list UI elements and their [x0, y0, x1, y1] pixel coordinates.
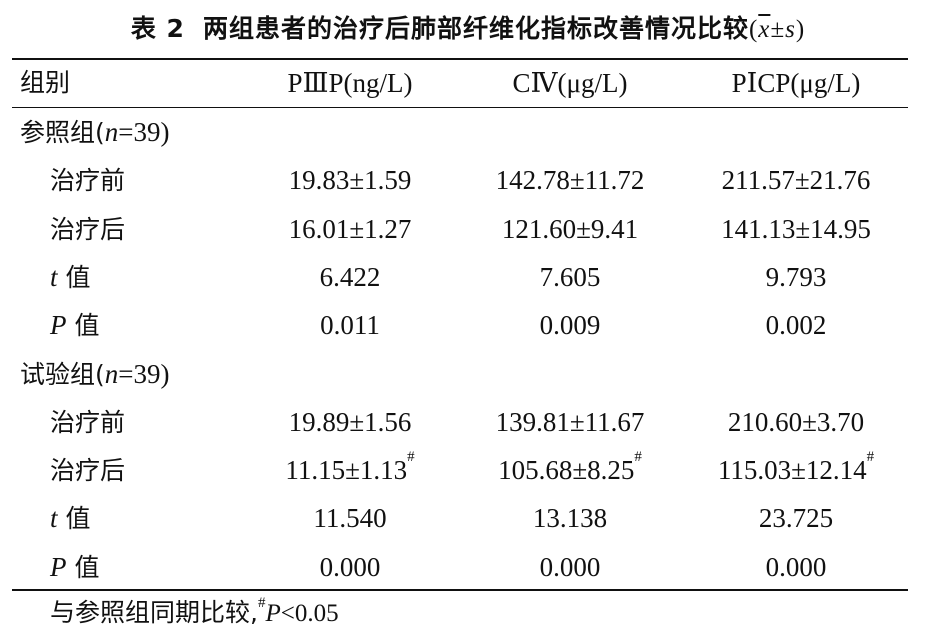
row-label: 治疗前	[50, 407, 126, 437]
table-caption: 表 2 两组患者的治疗后肺部纤维化指标改善情况比较(x±s)	[0, 14, 936, 45]
value-cell: 121.60±9.41	[501, 213, 639, 244]
value-cell: 105.68±8.25#	[498, 449, 642, 486]
group-row: 试验组(n=39)	[0, 350, 936, 398]
table-title: 两组患者的治疗后肺部纤维化指标改善情况比较	[202, 14, 749, 43]
significance-mark: #	[634, 449, 642, 466]
header-p3p: PⅢP(ng/L)	[287, 68, 413, 98]
value-cell: 0.000	[765, 551, 827, 582]
group-name: 参照组(n=39)	[20, 117, 170, 147]
table-number: 表 2	[130, 14, 185, 43]
value-cell: 0.011	[320, 310, 380, 341]
value-cell: 142.78±11.72	[495, 165, 645, 196]
row-label: 治疗后	[50, 456, 126, 486]
value-cell: 23.725	[758, 503, 834, 534]
significance-mark: #	[866, 449, 875, 466]
table-row: 治疗前 19.83±1.59 142.78±11.72 211.57±21.76	[0, 156, 936, 204]
value-cell: 9.793	[765, 261, 827, 292]
table-row: 治疗后 11.15±1.13# 105.68±8.25# 115.03±12.14#	[0, 446, 936, 494]
group-name: 试验组(n=39)	[20, 358, 170, 389]
bottom-rule	[12, 589, 908, 591]
value-cell: 210.60±3.70	[727, 406, 865, 437]
row-label: 治疗后	[50, 214, 126, 244]
header-c4: CⅣ(μg/L)	[512, 68, 628, 98]
value-cell: 16.01±1.27	[288, 213, 412, 244]
table-row: 治疗后 16.01±1.27 121.60±9.41 141.13±14.95	[0, 205, 936, 253]
value-cell: 115.03±12.14#	[717, 449, 875, 486]
value-cell: 6.422	[319, 261, 381, 292]
value-cell: 7.605	[539, 261, 601, 292]
group-row: 参照组(n=39)	[0, 108, 936, 156]
value-cell: 0.009	[539, 310, 601, 341]
value-cell: 0.000	[319, 551, 381, 582]
value-cell: 11.15±1.13#	[285, 449, 415, 486]
value-cell: 0.000	[539, 551, 601, 582]
row-label: t 值	[50, 503, 91, 534]
table-row: t 值 11.540 13.138 23.725	[0, 494, 936, 542]
top-rule	[12, 58, 908, 60]
footnote: 与参照组同期比较,#P<0.05	[50, 595, 339, 627]
row-label: P 值	[50, 551, 100, 582]
table-row: P 值 0.000 0.000 0.000	[0, 543, 936, 591]
value-cell: 139.81±11.67	[495, 406, 645, 437]
header-group: 组别	[20, 68, 71, 97]
value-cell: 13.138	[532, 503, 608, 534]
value-cell: 19.83±1.59	[288, 165, 412, 196]
table-row: P 值 0.011 0.009 0.002	[0, 301, 936, 349]
stat-notation: (x±s)	[748, 16, 806, 43]
value-cell: 211.57±21.76	[721, 165, 871, 196]
table-row: 治疗前 19.89±1.56 139.81±11.67 210.60±3.70	[0, 398, 936, 446]
row-label: t 值	[50, 261, 91, 292]
table-row: t 值 6.422 7.605 9.793	[0, 253, 936, 301]
header-row: 组别 PⅢP(ng/L) CⅣ(μg/L) PⅠCP(μg/L)	[0, 59, 936, 107]
row-label: P 值	[50, 310, 100, 341]
value-cell: 141.13±14.95	[721, 213, 871, 244]
header-rule	[12, 107, 908, 108]
value-cell: 11.540	[313, 503, 387, 534]
value-cell: 0.002	[765, 310, 827, 341]
row-label: 治疗前	[50, 166, 126, 196]
header-p1cp: PⅠCP(μg/L)	[731, 68, 861, 98]
significance-mark: #	[407, 449, 415, 466]
value-cell: 19.89±1.56	[288, 406, 412, 437]
